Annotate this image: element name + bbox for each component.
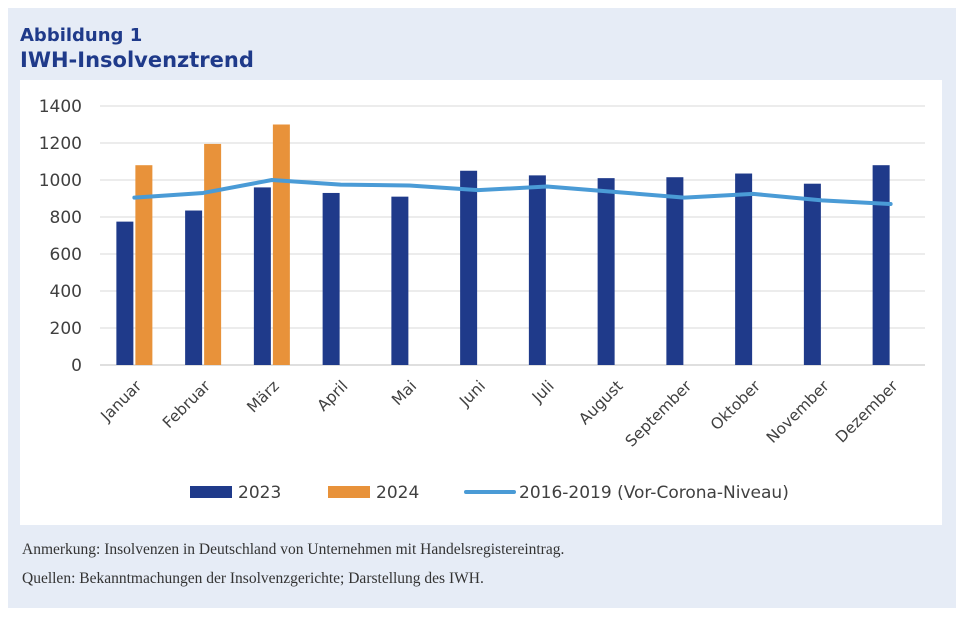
- x-tick-label: Mai: [388, 377, 420, 409]
- x-tick-label: April: [314, 377, 352, 415]
- bar-2023-März: [253, 187, 271, 365]
- baseline-line: [132, 178, 893, 207]
- y-tick-label: 1000: [39, 171, 82, 191]
- sources-note: Quellen: Bekanntmachungen der Insolvenzg…: [22, 570, 484, 587]
- x-tick-label: Februar: [159, 377, 214, 432]
- legend-label: 2023: [238, 483, 281, 503]
- bar-2023-Juni: [460, 170, 478, 365]
- insolvency-chart: 0 200 400 600 800 1000 1200 1400 Januar Februar M…: [39, 97, 925, 503]
- legend-label: 2016-2019 (Vor-Corona-Niveau): [519, 483, 789, 503]
- x-tick-label: Oktober: [707, 377, 764, 434]
- chart-panel: 0 200 400 600 800 1000 1200 1400 Januar Februar M…: [20, 80, 942, 525]
- bar-2023-April: [322, 192, 340, 365]
- bar-2023-Februar: [185, 210, 203, 365]
- bar-2023-Mai: [391, 196, 409, 365]
- y-axis: 0 200 400 600 800 1000 1200 1400: [39, 97, 82, 376]
- bar-2023-Dezember: [872, 165, 890, 365]
- x-tick-label: August: [575, 377, 626, 428]
- x-tick-label: Juni: [455, 377, 489, 411]
- y-tick-label: 1400: [39, 97, 82, 117]
- bar-2023-November: [803, 183, 821, 365]
- x-tick-label: November: [763, 377, 833, 447]
- legend-label: 2024: [376, 483, 419, 503]
- legend: 2023 2024 2016-2019 (Vor-Corona-Niveau): [190, 483, 789, 503]
- gridlines: [100, 105, 925, 366]
- y-tick-label: 1200: [39, 134, 82, 154]
- bars: [116, 124, 890, 365]
- y-tick-label: 200: [50, 319, 82, 339]
- bar-2023-Juli: [528, 175, 546, 365]
- bar-2023-September: [666, 177, 684, 365]
- remark-note: Anmerkung: Insolvenzen in Deutschland vo…: [22, 541, 565, 558]
- bar-2024-Januar: [135, 165, 153, 365]
- bar-2023-August: [597, 178, 615, 365]
- bar-2023-Oktober: [735, 173, 753, 365]
- x-tick-label: September: [622, 377, 696, 451]
- figure-label: Abbildung 1: [20, 25, 143, 46]
- x-tick-label: Januar: [97, 377, 146, 426]
- x-tick-label: März: [244, 377, 283, 416]
- bar-2024-März: [272, 124, 290, 365]
- legend-swatch-2023: [190, 486, 232, 498]
- x-axis: Januar Februar März April Mai Juni Juli AugustS…: [97, 377, 902, 451]
- y-tick-label: 400: [50, 282, 82, 302]
- legend-swatch-2024: [328, 486, 370, 498]
- bar-2023-Januar: [116, 221, 134, 365]
- y-tick-label: 600: [50, 245, 82, 265]
- x-tick-label: Juli: [528, 377, 558, 407]
- bar-2024-Februar: [204, 143, 222, 365]
- y-tick-label: 800: [50, 208, 82, 228]
- y-tick-label: 0: [71, 356, 82, 376]
- x-tick-label: Dezember: [832, 377, 902, 447]
- figure-title: IWH-Insolvenztrend: [20, 48, 254, 72]
- line-series-baseline: [132, 178, 893, 207]
